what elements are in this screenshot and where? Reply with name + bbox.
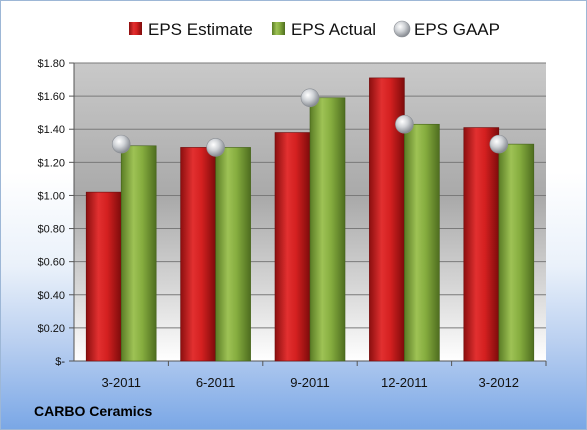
x-category-label: 6-2011	[196, 375, 236, 390]
y-tick-label: $1.00	[37, 190, 65, 202]
legend-eps-estimate-swatch	[129, 22, 142, 35]
bar-eps-actual	[215, 147, 251, 362]
marker-eps-gaap	[489, 134, 509, 154]
bar-eps-estimate	[180, 147, 216, 362]
marker-eps-gaap	[111, 134, 131, 154]
bar-eps-estimate	[463, 127, 500, 362]
y-tick-label: $1.80	[37, 58, 65, 70]
y-tick-label: $-	[55, 356, 65, 368]
y-tick-label: $0.40	[37, 290, 65, 302]
bar-eps-estimate	[274, 132, 311, 362]
legend-eps-gaap-icon	[393, 20, 411, 38]
legend-label: EPS GAAP	[414, 20, 500, 39]
bar-eps-actual	[498, 143, 535, 362]
marker-eps-gaap	[300, 88, 320, 108]
marker-eps-gaap	[395, 114, 414, 134]
legend-label: EPS Estimate	[148, 20, 253, 39]
x-category-label: 3-2012	[479, 375, 519, 390]
x-category-label: 9-2011	[290, 375, 330, 390]
x-category-label: 12-2011	[381, 375, 428, 390]
x-category-label: 3-2011	[101, 375, 141, 390]
y-tick-label: $1.60	[37, 91, 65, 103]
y-tick-label: $0.80	[37, 224, 65, 236]
bar-eps-actual	[120, 145, 157, 362]
marker-eps-gaap	[206, 138, 225, 157]
bar-eps-actual	[404, 123, 440, 362]
chart-legend: EPS Estimate EPS Actual EPS GAAP	[129, 20, 500, 39]
y-tick-label: $0.20	[37, 323, 65, 335]
y-tick-label: $0.60	[37, 257, 65, 269]
legend-label: EPS Actual	[291, 20, 376, 39]
company-name: CARBO Ceramics	[34, 403, 153, 419]
plot-area: $- $0.20 $0.40 $0.60 $0.80 $1.00 $1.20 $1.40 $1.…	[37, 58, 547, 390]
bar-eps-actual	[309, 97, 346, 362]
legend-eps-actual-swatch	[272, 22, 285, 35]
y-tick-label: $1.40	[37, 124, 65, 136]
y-tick-label: $1.20	[37, 157, 65, 169]
bar-eps-estimate	[85, 191, 122, 362]
